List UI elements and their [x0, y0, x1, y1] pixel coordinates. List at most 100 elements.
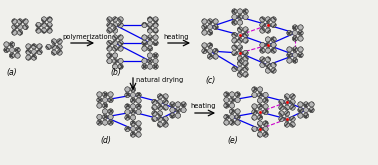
Circle shape [17, 30, 23, 35]
Circle shape [12, 19, 17, 24]
Circle shape [136, 109, 141, 115]
Circle shape [9, 47, 15, 53]
Circle shape [147, 35, 153, 40]
Circle shape [257, 92, 263, 98]
Circle shape [118, 46, 123, 51]
Circle shape [23, 19, 28, 24]
Circle shape [271, 17, 276, 22]
Circle shape [125, 92, 130, 98]
Circle shape [57, 44, 62, 50]
Circle shape [279, 116, 284, 122]
Circle shape [31, 55, 37, 60]
Circle shape [237, 32, 243, 38]
Circle shape [293, 58, 297, 63]
Circle shape [284, 94, 290, 99]
Text: (d): (d) [100, 136, 111, 145]
Circle shape [224, 92, 229, 97]
Circle shape [51, 44, 57, 50]
Circle shape [112, 46, 118, 51]
Circle shape [181, 102, 186, 107]
Circle shape [232, 66, 237, 72]
Circle shape [125, 126, 130, 132]
Circle shape [153, 22, 158, 28]
Circle shape [293, 36, 297, 41]
Circle shape [284, 111, 290, 116]
Circle shape [271, 62, 276, 68]
Circle shape [257, 98, 263, 103]
Circle shape [243, 9, 248, 14]
Circle shape [265, 62, 271, 68]
Text: heating: heating [163, 34, 189, 40]
Text: natural drying: natural drying [136, 77, 183, 83]
Circle shape [157, 105, 163, 110]
Circle shape [118, 40, 123, 46]
Circle shape [57, 50, 62, 55]
Circle shape [224, 97, 229, 103]
Circle shape [51, 50, 57, 55]
Circle shape [284, 99, 290, 105]
Circle shape [271, 37, 276, 42]
Circle shape [112, 58, 118, 64]
Circle shape [252, 115, 257, 120]
Circle shape [298, 25, 303, 30]
Circle shape [4, 47, 9, 53]
Circle shape [260, 48, 265, 53]
Circle shape [108, 109, 113, 114]
Circle shape [290, 116, 295, 122]
Circle shape [284, 105, 290, 110]
Circle shape [271, 48, 276, 53]
Circle shape [265, 22, 271, 28]
Circle shape [157, 99, 163, 105]
Circle shape [46, 44, 51, 50]
Circle shape [142, 58, 147, 64]
Circle shape [142, 35, 147, 40]
Circle shape [17, 19, 23, 24]
Circle shape [130, 126, 136, 132]
Circle shape [157, 122, 163, 127]
Circle shape [243, 50, 248, 56]
Circle shape [107, 28, 112, 33]
Circle shape [31, 44, 37, 49]
Circle shape [125, 115, 130, 120]
Circle shape [304, 107, 308, 113]
Circle shape [130, 104, 136, 109]
Circle shape [208, 54, 212, 59]
Text: (b): (b) [110, 68, 121, 77]
Circle shape [235, 114, 240, 120]
Circle shape [252, 87, 257, 92]
Circle shape [147, 46, 153, 51]
Circle shape [260, 62, 265, 68]
Circle shape [208, 30, 212, 35]
Circle shape [229, 97, 235, 103]
Circle shape [298, 36, 303, 41]
Circle shape [202, 30, 207, 35]
Circle shape [107, 46, 112, 51]
Circle shape [130, 92, 136, 98]
Circle shape [170, 102, 175, 107]
Circle shape [265, 57, 271, 62]
Circle shape [102, 97, 108, 103]
Circle shape [309, 107, 314, 113]
Circle shape [152, 99, 157, 105]
Circle shape [235, 97, 240, 103]
Circle shape [232, 14, 237, 20]
Circle shape [97, 114, 102, 120]
Circle shape [265, 42, 271, 48]
Circle shape [17, 24, 23, 30]
Circle shape [102, 109, 108, 114]
Circle shape [271, 42, 276, 48]
Circle shape [107, 40, 112, 46]
Circle shape [232, 9, 237, 14]
Circle shape [97, 97, 102, 103]
Circle shape [12, 24, 17, 30]
Circle shape [153, 28, 158, 33]
Text: heating: heating [190, 103, 215, 109]
Circle shape [163, 94, 168, 99]
Circle shape [112, 53, 118, 58]
Circle shape [36, 28, 41, 33]
Circle shape [130, 98, 136, 103]
Circle shape [130, 109, 136, 115]
Circle shape [147, 28, 153, 33]
Circle shape [36, 22, 41, 28]
Circle shape [293, 25, 297, 30]
